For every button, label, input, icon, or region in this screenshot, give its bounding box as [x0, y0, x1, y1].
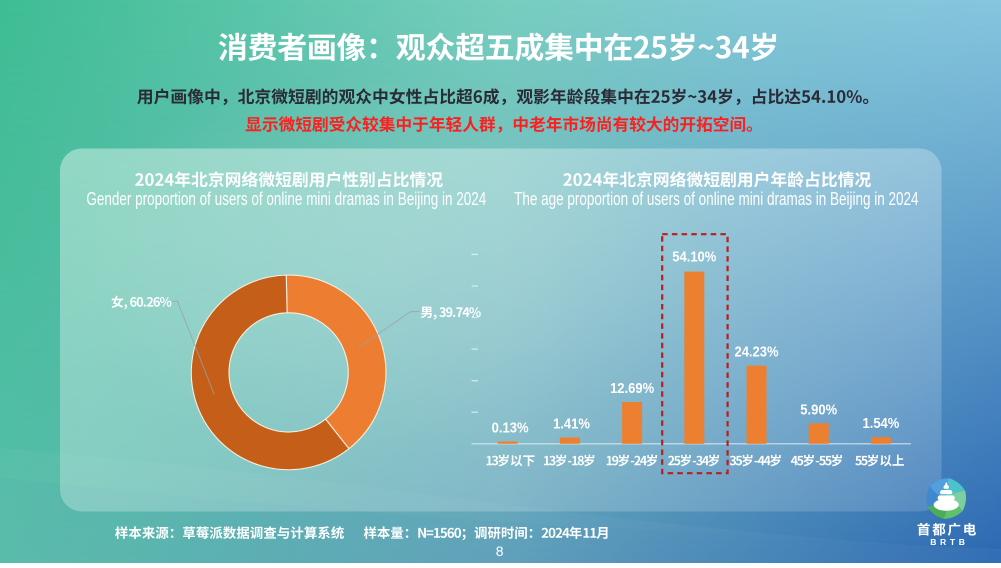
- svg-text:24.23%: 24.23%: [734, 344, 778, 360]
- svg-text:0.13%: 0.13%: [492, 420, 529, 436]
- svg-text:Gender proportion of users of: Gender proportion of users of online min…: [86, 189, 486, 210]
- svg-text:1.54%: 1.54%: [862, 416, 899, 432]
- svg-text:12.69%: 12.69%: [610, 380, 654, 396]
- svg-text:54.10%: 54.10%: [672, 249, 716, 265]
- svg-text:BRTB: BRTB: [930, 537, 968, 547]
- svg-text:8: 8: [496, 543, 504, 559]
- svg-text:1.41%: 1.41%: [553, 416, 590, 432]
- svg-text:The age proportion of users of: The age proportion of users of online mi…: [514, 189, 918, 210]
- svg-text:5.90%: 5.90%: [800, 402, 837, 418]
